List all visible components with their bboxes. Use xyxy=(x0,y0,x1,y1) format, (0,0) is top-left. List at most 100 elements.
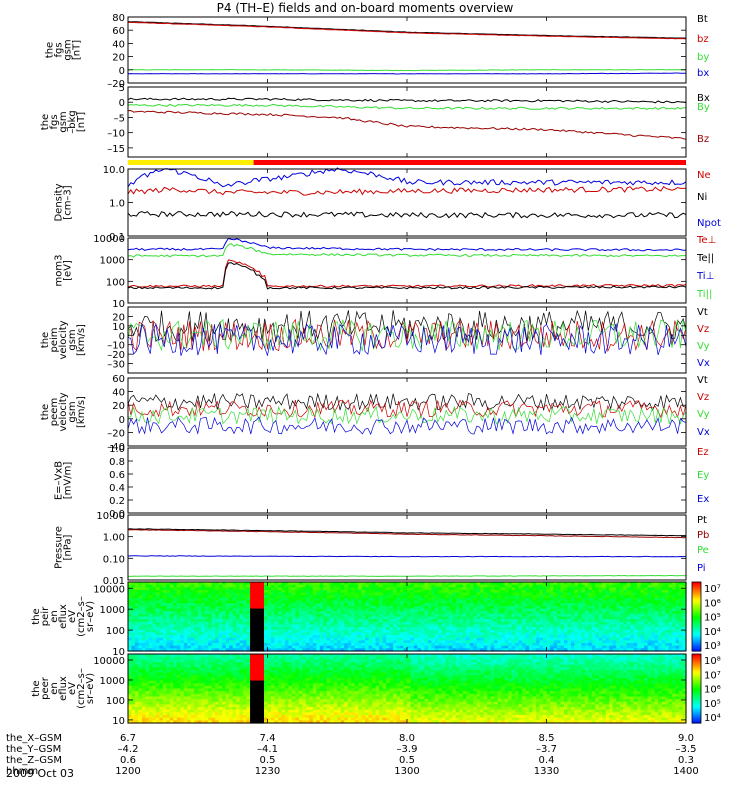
heatmap-cell xyxy=(337,597,342,602)
heatmap-cell xyxy=(166,587,171,591)
heatmap-cell xyxy=(487,624,492,628)
heatmap-cell xyxy=(159,584,164,588)
heatmap-cell xyxy=(148,605,154,610)
heatmap-cell xyxy=(128,637,133,641)
heatmap-cell xyxy=(532,589,537,594)
heatmap-cell xyxy=(190,600,195,604)
heatmap-cell xyxy=(281,629,286,634)
heatmap-cell xyxy=(410,643,415,647)
heatmap-cell xyxy=(501,584,506,588)
heatmap-cell xyxy=(529,635,534,639)
heatmap-cell xyxy=(529,643,534,647)
heatmap-cell xyxy=(448,611,453,615)
heatmap-cell xyxy=(176,629,181,634)
heatmap-cell xyxy=(549,595,555,599)
heatmap-cell xyxy=(445,619,450,623)
heatmap-cell xyxy=(302,629,307,634)
heatmap-cell xyxy=(473,643,478,647)
heatmap-cell xyxy=(215,645,220,649)
y-tick-label: –10 xyxy=(107,341,125,352)
heatmap-cell xyxy=(344,621,349,626)
heatmap-cell xyxy=(173,584,178,588)
heatmap-cell xyxy=(239,637,244,641)
heatmap-cell xyxy=(257,589,262,594)
heatmap-cell xyxy=(225,635,230,639)
heatmap-cell xyxy=(291,629,296,634)
heatmap-cell xyxy=(536,595,541,599)
heatmap-cell xyxy=(204,605,209,610)
heatmap-cell xyxy=(546,629,551,634)
heatmap-cell xyxy=(494,627,499,631)
heatmap-cell xyxy=(410,589,415,594)
heatmap-cell xyxy=(459,605,464,610)
heatmap-cell xyxy=(393,619,398,623)
heatmap-cell xyxy=(323,632,328,636)
heatmap-cell xyxy=(549,600,555,604)
heatmap-cell xyxy=(222,616,227,620)
heatmap-cell xyxy=(232,597,237,602)
heatmap-cell xyxy=(459,613,464,618)
heatmap-cell xyxy=(176,637,181,641)
heatmap-cell xyxy=(546,619,551,623)
heatmap-cell xyxy=(469,621,474,626)
heatmap-cell xyxy=(469,603,474,607)
heatmap-cell xyxy=(229,600,234,604)
heatmap-cell xyxy=(508,608,513,612)
heatmap-cell xyxy=(169,624,174,628)
heatmap-cell xyxy=(386,635,391,639)
heatmap-cell xyxy=(180,603,185,607)
heatmap-cell xyxy=(438,613,443,618)
heatmap-cell xyxy=(417,587,422,591)
heatmap-cell xyxy=(302,608,307,612)
heatmap-cell xyxy=(183,595,188,599)
heatmap-cell xyxy=(270,584,276,588)
heatmap-cell xyxy=(389,589,394,594)
heatmap-cell xyxy=(176,648,181,652)
heatmap-cell xyxy=(459,597,464,602)
heatmap-cell xyxy=(204,592,209,596)
heatmap-cell xyxy=(375,611,380,615)
heatmap-cell xyxy=(134,595,140,599)
heatmap-cell xyxy=(337,608,342,612)
heatmap-cell xyxy=(211,584,216,588)
heatmap-cell xyxy=(469,597,474,602)
heatmap-cell xyxy=(246,627,251,631)
heatmap-cell xyxy=(476,619,481,623)
heatmap-cell xyxy=(400,595,405,599)
heatmap-cell xyxy=(312,595,317,599)
heatmap-cell xyxy=(448,648,453,652)
heatmap-cell xyxy=(312,635,317,639)
heatmap-cell xyxy=(400,608,405,612)
heatmap-cell xyxy=(476,589,481,594)
heatmap-cell xyxy=(236,635,241,639)
heatmap-cell xyxy=(253,645,258,649)
heatmap-cell xyxy=(128,632,133,636)
heatmap-cell xyxy=(522,582,527,586)
heatmap-cell xyxy=(525,629,530,634)
heatmap-cell xyxy=(536,600,541,604)
heatmap-cell xyxy=(138,595,143,599)
heatmap-cell xyxy=(417,595,422,599)
heatmap-cell xyxy=(462,613,467,618)
heatmap-cell xyxy=(386,582,391,586)
heatmap-cell xyxy=(403,629,408,634)
heatmap-cell xyxy=(131,592,136,596)
heatmap-cell xyxy=(211,589,216,594)
heatmap-cell xyxy=(145,597,150,602)
heatmap-cell xyxy=(459,616,464,620)
heatmap-cell xyxy=(128,640,133,644)
heatmap-cell xyxy=(291,635,296,639)
heatmap-cell xyxy=(232,621,237,626)
heatmap-cell xyxy=(413,648,419,652)
series-line-by xyxy=(127,69,687,72)
heatmap-cell xyxy=(518,592,523,596)
heatmap-cell xyxy=(497,645,502,649)
heatmap-cell xyxy=(208,589,213,594)
heatmap-cell xyxy=(229,643,234,647)
heatmap-cell xyxy=(494,589,499,594)
heatmap-cell xyxy=(410,632,415,636)
heatmap-cell xyxy=(508,613,513,618)
heatmap-cell xyxy=(264,627,269,631)
heatmap-cell xyxy=(417,589,422,594)
heatmap-cell xyxy=(309,584,314,588)
